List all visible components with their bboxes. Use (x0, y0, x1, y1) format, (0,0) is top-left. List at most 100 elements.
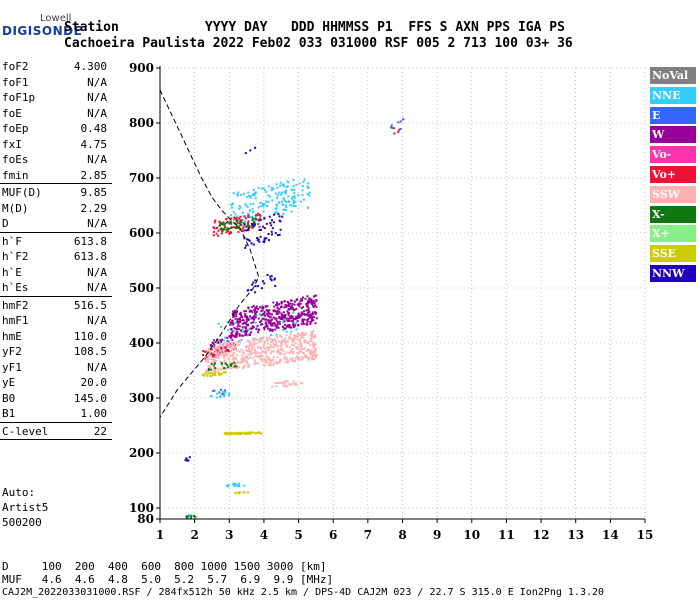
data-point (269, 221, 272, 224)
data-point (274, 211, 277, 214)
header-values-row: Cachoeira Paulista 2022 Feb02 033 031000… (64, 36, 573, 51)
data-point (274, 324, 277, 327)
data-point (240, 193, 243, 196)
data-point (289, 326, 292, 329)
data-point (290, 320, 293, 323)
param-name-15: hmF2 (2, 298, 29, 312)
data-point (311, 316, 314, 319)
data-point (284, 337, 287, 340)
data-point (235, 313, 238, 316)
data-point (236, 354, 239, 357)
data-point (237, 328, 240, 331)
data-point (312, 357, 315, 360)
data-point (285, 340, 288, 343)
data-point (282, 197, 285, 200)
data-point (238, 482, 240, 485)
data-point (251, 224, 254, 227)
data-point (276, 350, 279, 353)
data-point (257, 317, 260, 320)
data-point (248, 350, 251, 353)
data-point (278, 233, 281, 236)
data-point (269, 320, 272, 323)
data-point (217, 368, 220, 371)
data-point (267, 233, 270, 235)
data-point (303, 313, 306, 315)
data-point (229, 335, 232, 337)
data-point (315, 299, 318, 301)
data-point (290, 314, 293, 317)
data-point (221, 229, 224, 232)
data-point (227, 329, 230, 332)
data-point (223, 354, 226, 357)
x-tick-label: 1 (156, 528, 164, 542)
data-point (229, 363, 232, 366)
data-point (297, 304, 300, 306)
data-point (302, 180, 305, 183)
data-point (259, 202, 262, 204)
data-point (286, 340, 289, 343)
data-point (272, 221, 275, 224)
data-point (228, 228, 230, 230)
data-point (314, 294, 317, 297)
data-point (270, 224, 273, 227)
data-point (256, 326, 259, 329)
data-point (225, 433, 228, 436)
data-point (253, 352, 256, 354)
data-point (268, 359, 271, 362)
data-point (253, 225, 256, 228)
data-point (231, 322, 234, 325)
data-point (293, 303, 296, 306)
data-point (224, 391, 227, 394)
data-point (202, 350, 205, 352)
data-point (234, 348, 236, 351)
data-point (286, 385, 289, 388)
data-point (297, 315, 299, 317)
data-point (283, 353, 286, 355)
data-point (266, 312, 268, 315)
data-point (274, 317, 277, 320)
data-point (188, 456, 191, 459)
data-point (310, 334, 312, 336)
data-point (222, 349, 225, 352)
data-point (294, 359, 296, 362)
data-point (259, 321, 261, 324)
data-point (250, 331, 252, 334)
data-point (254, 215, 257, 218)
data-point (282, 311, 285, 314)
data-point (313, 345, 315, 347)
param-name-8: MUF(D) (2, 186, 42, 199)
logo-lowell-text: Lowell (40, 13, 72, 24)
param-separator (0, 183, 112, 184)
data-point (253, 193, 256, 196)
data-point (314, 354, 317, 357)
data-point (279, 184, 282, 187)
data-point (285, 201, 288, 204)
data-point (207, 365, 210, 368)
data-point (252, 211, 255, 214)
data-point (207, 354, 210, 357)
data-point (248, 225, 251, 228)
data-point (210, 363, 213, 365)
data-point (247, 364, 250, 367)
param-name-2: foF1p (2, 91, 36, 104)
data-point (227, 341, 230, 344)
data-point (255, 191, 257, 194)
data-point (273, 316, 276, 319)
data-point (234, 321, 237, 324)
data-point (247, 216, 250, 219)
data-point (308, 191, 311, 194)
data-point (297, 324, 300, 327)
data-point (271, 227, 274, 230)
data-point (254, 291, 257, 294)
data-point (276, 356, 279, 359)
data-point (217, 371, 220, 374)
data-point (253, 350, 256, 353)
data-point (212, 370, 215, 373)
data-point (212, 371, 215, 374)
data-point (307, 306, 310, 309)
data-point (285, 185, 288, 188)
data-point (242, 357, 245, 360)
data-point (252, 193, 255, 196)
data-point (251, 219, 254, 222)
data-point (257, 219, 260, 222)
